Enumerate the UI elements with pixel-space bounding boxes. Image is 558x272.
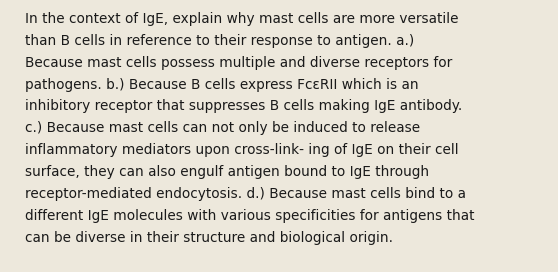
Text: In the context of IgE, explain why mast cells are more versatile: In the context of IgE, explain why mast … [25, 12, 458, 26]
Text: surface, they can also engulf antigen bound to IgE through: surface, they can also engulf antigen bo… [25, 165, 429, 179]
Text: different IgE molecules with various specificities for antigens that: different IgE molecules with various spe… [25, 209, 474, 223]
Text: c.) Because mast cells can not only be induced to release: c.) Because mast cells can not only be i… [25, 121, 420, 135]
Text: pathogens. b.) Because B cells express FcεRII which is an: pathogens. b.) Because B cells express F… [25, 78, 418, 92]
Text: inhibitory receptor that suppresses B cells making IgE antibody.: inhibitory receptor that suppresses B ce… [25, 100, 462, 113]
Text: than B cells in reference to their response to antigen. a.): than B cells in reference to their respo… [25, 34, 414, 48]
Text: receptor-mediated endocytosis. d.) Because mast cells bind to a: receptor-mediated endocytosis. d.) Becau… [25, 187, 466, 201]
Text: inflammatory mediators upon cross-link- ing of IgE on their cell: inflammatory mediators upon cross-link- … [25, 143, 458, 157]
Text: Because mast cells possess multiple and diverse receptors for: Because mast cells possess multiple and … [25, 56, 452, 70]
Text: can be diverse in their structure and biological origin.: can be diverse in their structure and bi… [25, 231, 393, 245]
